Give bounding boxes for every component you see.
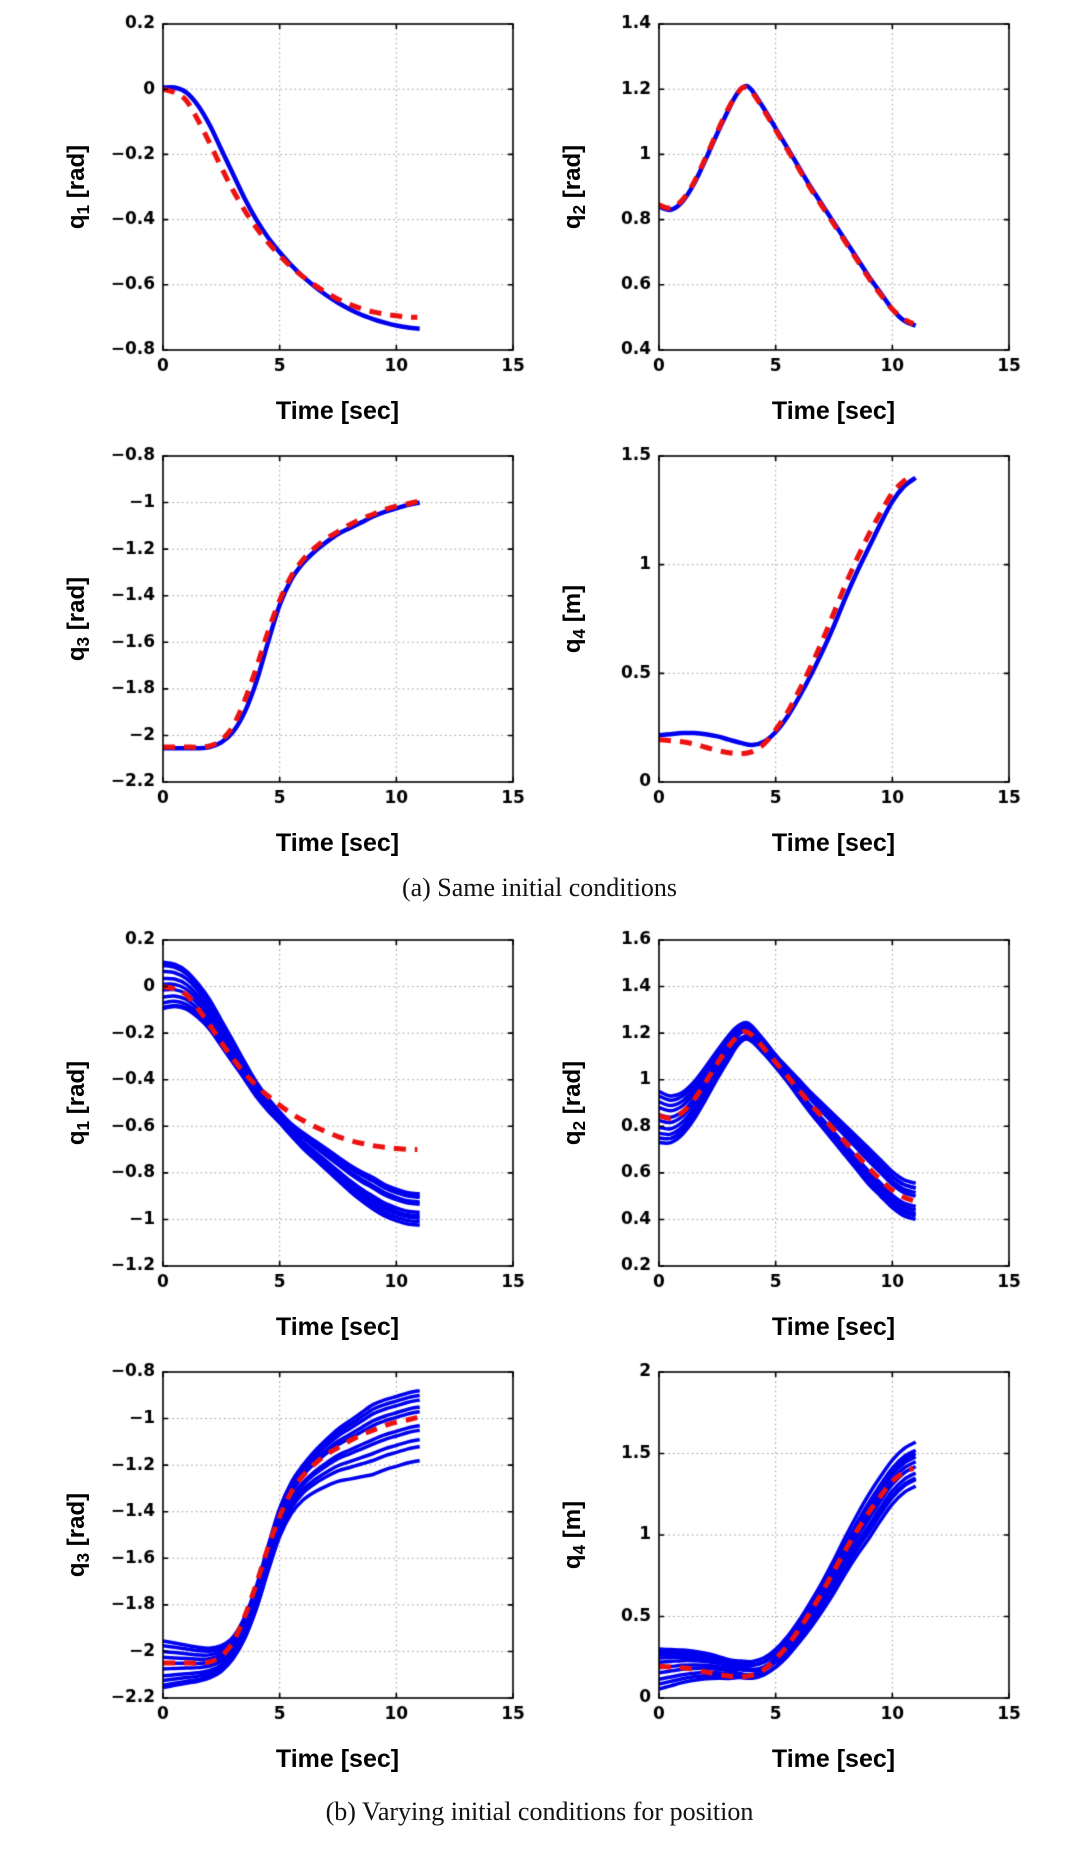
ylabel-subscript: 4 xyxy=(568,628,589,639)
ylabel-symbol: q xyxy=(62,1562,90,1578)
ylabel-symbol: q xyxy=(62,1130,90,1146)
x-axis-label: Time [sec] xyxy=(275,829,400,857)
x-axis-label: Time [sec] xyxy=(771,1313,896,1341)
subplot-b-q4: q4 [m] Time [sec] xyxy=(551,1360,1025,1778)
subplot-a-q3: q3 [rad] Time [sec] xyxy=(55,444,529,862)
subplot-b-q1: q1 [rad] Time [sec] xyxy=(55,928,529,1346)
section-b-varying-initial-conditions: q1 [rad] Time [sec] q2 [rad] Time [sec] … xyxy=(0,928,1079,1778)
plot-canvas-b-q1 xyxy=(98,928,529,1312)
x-axis-label: Time [sec] xyxy=(771,397,896,425)
ylabel-symbol: q xyxy=(62,214,90,230)
y-axis-area: q2 [rad] xyxy=(551,12,595,430)
y-axis-label-q2: q2 [rad] xyxy=(558,1060,589,1146)
ylabel-unit: [m] xyxy=(558,584,586,629)
x-axis-label: Time [sec] xyxy=(771,829,896,857)
y-axis-label-q3: q3 [rad] xyxy=(62,1492,93,1578)
subplot-b-q3: q3 [rad] Time [sec] xyxy=(55,1360,529,1778)
x-axis-label: Time [sec] xyxy=(275,1745,400,1773)
ylabel-unit: [rad] xyxy=(558,1060,586,1121)
x-axis-label: Time [sec] xyxy=(771,1745,896,1773)
ylabel-unit: [rad] xyxy=(62,576,90,637)
ylabel-symbol: q xyxy=(558,1130,586,1146)
subplot-a-q4: q4 [m] Time [sec] xyxy=(551,444,1025,862)
ylabel-subscript: 2 xyxy=(568,1120,589,1131)
y-axis-label-q1: q1 [rad] xyxy=(62,144,93,230)
ylabel-subscript: 3 xyxy=(72,636,93,647)
x-axis-label: Time [sec] xyxy=(275,397,400,425)
ylabel-subscript: 3 xyxy=(72,1552,93,1563)
plot-canvas-a-q2 xyxy=(594,12,1025,396)
plot-canvas-a-q1 xyxy=(98,12,529,396)
ylabel-subscript: 1 xyxy=(72,204,93,215)
y-axis-area: q1 [rad] xyxy=(55,12,99,430)
y-axis-area: q4 [m] xyxy=(551,444,595,862)
ylabel-unit: [rad] xyxy=(558,144,586,205)
y-axis-label-q2: q2 [rad] xyxy=(558,144,589,230)
caption-a: (a) Same initial conditions xyxy=(401,873,678,902)
y-axis-label-q4: q4 [m] xyxy=(558,584,589,654)
y-axis-label-q1: q1 [rad] xyxy=(62,1060,93,1146)
ylabel-unit: [rad] xyxy=(62,1492,90,1553)
ylabel-subscript: 2 xyxy=(568,204,589,215)
ylabel-subscript: 4 xyxy=(568,1544,589,1555)
subplot-b-q2: q2 [rad] Time [sec] xyxy=(551,928,1025,1346)
caption-b: (b) Varying initial conditions for posit… xyxy=(325,1797,754,1826)
y-axis-area: q4 [m] xyxy=(551,1360,595,1778)
y-axis-area: q3 [rad] xyxy=(55,1360,99,1778)
ylabel-symbol: q xyxy=(558,1554,586,1570)
ylabel-symbol: q xyxy=(62,646,90,662)
ylabel-symbol: q xyxy=(558,214,586,230)
y-axis-area: q1 [rad] xyxy=(55,928,99,1346)
y-axis-area: q2 [rad] xyxy=(551,928,595,1346)
plot-canvas-b-q2 xyxy=(594,928,1025,1312)
plot-canvas-a-q4 xyxy=(594,444,1025,828)
ylabel-subscript: 1 xyxy=(72,1120,93,1131)
section-a-same-initial-conditions: q1 [rad] Time [sec] q2 [rad] Time [sec] … xyxy=(0,12,1079,862)
plot-canvas-a-q3 xyxy=(98,444,529,828)
ylabel-symbol: q xyxy=(558,638,586,654)
plot-canvas-b-q3 xyxy=(98,1360,529,1744)
plot-canvas-b-q4 xyxy=(594,1360,1025,1744)
x-axis-label: Time [sec] xyxy=(275,1313,400,1341)
ylabel-unit: [rad] xyxy=(62,144,90,205)
ylabel-unit: [m] xyxy=(558,1500,586,1545)
y-axis-area: q3 [rad] xyxy=(55,444,99,862)
y-axis-label-q3: q3 [rad] xyxy=(62,576,93,662)
subplot-a-q2: q2 [rad] Time [sec] xyxy=(551,12,1025,430)
subplot-a-q1: q1 [rad] Time [sec] xyxy=(55,12,529,430)
y-axis-label-q4: q4 [m] xyxy=(558,1500,589,1570)
ylabel-unit: [rad] xyxy=(62,1060,90,1121)
